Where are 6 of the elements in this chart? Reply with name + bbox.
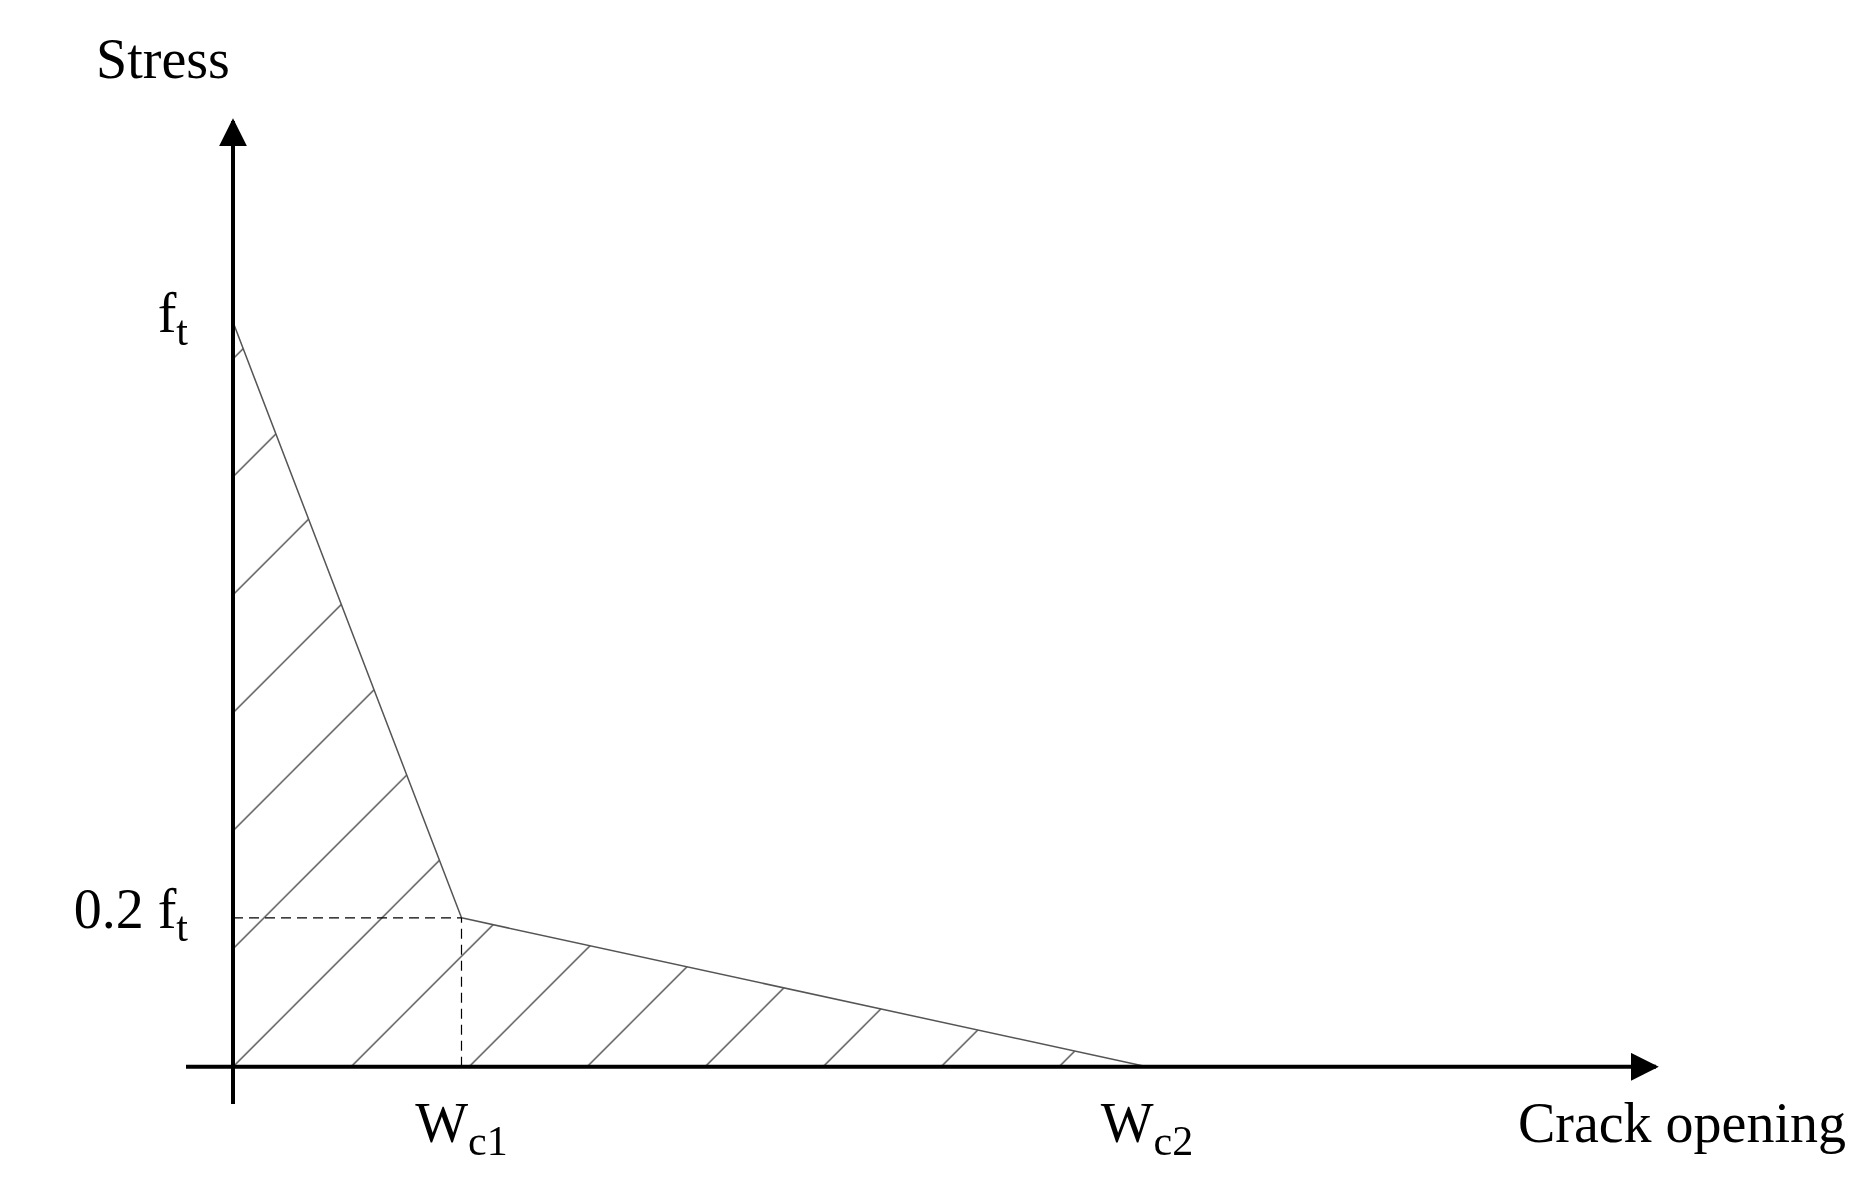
ref-line-label: 0.2 f$_{t}$ bbox=[73, 877, 189, 950]
y-axis-title: Stress bbox=[96, 28, 230, 90]
annotation: f$_{t}$ bbox=[157, 282, 189, 354]
x-tick-label: W$_{c2}$ bbox=[1100, 1091, 1194, 1164]
x-tick-label: W$_{c1}$ bbox=[415, 1091, 508, 1164]
x-axis-title: Crack opening bbox=[1517, 1091, 1846, 1154]
